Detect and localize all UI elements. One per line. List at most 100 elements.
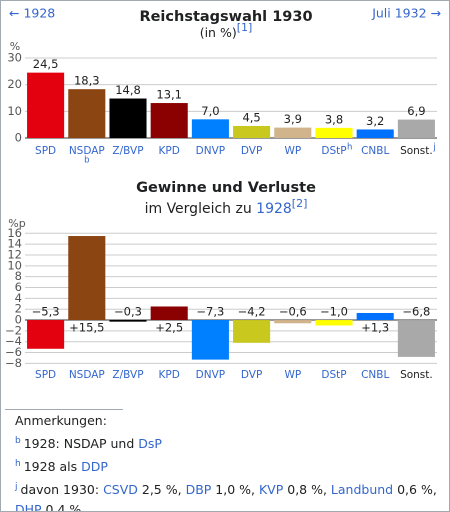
note-text: 0,6 %, [393, 482, 441, 498]
y-tick-label: 0 [15, 313, 22, 327]
x-tick-label: WP [284, 145, 301, 157]
prev-link[interactable]: ← 1928 [9, 6, 55, 21]
bar [109, 98, 147, 138]
value-label: −7,3 [196, 305, 224, 319]
x-tick-label: Sonst. [400, 369, 433, 381]
value-label: 18,3 [74, 74, 100, 88]
bar [191, 320, 229, 360]
bar [150, 103, 188, 138]
charts: ← 1928 Juli 1932 → Reichstagswahl 1930(i… [5, 6, 441, 382]
x-tick-label: DVP [241, 369, 262, 381]
note-link[interactable]: DDP [81, 459, 108, 475]
y-tick-label: 20 [7, 77, 22, 91]
bar [191, 119, 229, 138]
note: j davon 1930: CSVD 2,5 %, DBP 1,0 %, KVP … [15, 477, 445, 512]
note-text: 1928 als [23, 459, 82, 475]
y-tick-label: −8 [5, 356, 22, 370]
x-tick-label: KPD [159, 369, 180, 381]
value-label: 7,0 [201, 104, 219, 118]
subtitle-text: (in %) [200, 25, 237, 40]
value-label: 24,5 [33, 57, 59, 71]
chart-subtitle: im Vergleich zu 1928[2] [145, 197, 308, 217]
x-tick-label: Sonst. [400, 145, 433, 157]
note-link[interactable]: DBP [185, 482, 212, 498]
bar [397, 119, 435, 138]
note-text: davon 1930: [20, 482, 104, 498]
bar [109, 320, 147, 322]
y-tick-label: 0 [15, 131, 22, 145]
y-tick-label: −4 [5, 334, 22, 348]
note-link[interactable]: DHP [15, 502, 42, 512]
note-mark: h [15, 459, 21, 470]
x-tick-label: DNVP [196, 145, 225, 157]
note-mark: b [15, 436, 21, 446]
category-footnote: b [84, 156, 89, 166]
bar [356, 129, 394, 138]
x-tick-label: DVP [241, 145, 262, 157]
subtitle-ref: [2] [292, 197, 308, 210]
next-link[interactable]: Juli 1932 → [371, 6, 441, 21]
y-tick-label: −2 [5, 323, 22, 337]
bar [150, 306, 188, 321]
bar [397, 320, 435, 357]
note: h 1928 als DDP [15, 454, 445, 477]
note-link[interactable]: CSVD [103, 482, 138, 498]
chart-title: Reichstagswahl 1930 [139, 9, 312, 25]
x-tick-label: Z/BVP [112, 145, 143, 157]
x-tick-label: KPD [159, 145, 180, 157]
y-tick-label: 10 [7, 104, 22, 118]
bar [356, 312, 394, 321]
y-tick-label: 30 [7, 50, 22, 64]
x-tick-label: SPD [35, 369, 56, 381]
notes: Anmerkungen: b 1928: NSDAP und DsP h 1928 a… [5, 409, 445, 512]
notes-rule [5, 409, 123, 410]
bar [315, 127, 353, 138]
bar [27, 320, 65, 349]
bar [27, 72, 65, 138]
value-label: +1,3 [361, 321, 389, 335]
value-label: −5,3 [32, 305, 60, 319]
value-label: −0,6 [279, 305, 307, 319]
x-tick-label: NSDAP [69, 369, 105, 381]
value-label: +15,5 [69, 321, 104, 335]
value-label: +2,5 [155, 321, 183, 335]
x-tick-label: CNBL [361, 145, 389, 157]
y-tick-label: −6 [5, 345, 22, 359]
bar [315, 320, 353, 326]
bar [274, 127, 312, 138]
note-text: 2,5 %, [137, 482, 186, 498]
y-tick-label: 6 [15, 280, 22, 294]
value-label: 14,8 [115, 83, 141, 97]
note-link[interactable]: Landbund [330, 482, 394, 498]
x-tick-label: SPD [35, 145, 56, 157]
y-axis-label: % [10, 40, 20, 53]
value-label: −0,3 [114, 305, 142, 319]
bar [233, 125, 271, 138]
y-tick-label: 10 [7, 258, 22, 272]
note-link[interactable]: KVP [258, 482, 284, 498]
y-tick-label: 12 [7, 247, 22, 261]
note-mark: j [15, 482, 18, 493]
y-tick-label: 16 [7, 226, 22, 240]
notes-heading: Anmerkungen: [15, 413, 107, 428]
y-tick-label: 8 [15, 269, 22, 283]
note-link[interactable]: DsP [138, 436, 162, 452]
note-text: 0,4 % [41, 502, 82, 512]
note-text: 1,0 %, [211, 482, 259, 498]
note: b 1928: NSDAP und DsP [15, 431, 445, 454]
x-tick-label: NSDAP [69, 145, 105, 157]
category-footnote: h [347, 143, 352, 153]
note-text: 1928: NSDAP und [23, 436, 139, 452]
chart-subtitle: (in %)[1] [200, 21, 253, 40]
value-label: 3,8 [325, 112, 343, 126]
subtitle-link: 1928 [256, 201, 292, 217]
value-label: 3,2 [366, 114, 384, 128]
x-tick-label: DNVP [196, 369, 225, 381]
chart-title: Gewinne und Verluste [136, 180, 316, 196]
value-label: 4,5 [242, 110, 260, 124]
x-tick-label: CNBL [361, 369, 389, 381]
value-label: 6,9 [407, 104, 425, 118]
y-tick-label: 14 [7, 237, 22, 251]
note-text: 0,8 %, [283, 482, 331, 498]
value-label: −6,8 [402, 305, 430, 319]
